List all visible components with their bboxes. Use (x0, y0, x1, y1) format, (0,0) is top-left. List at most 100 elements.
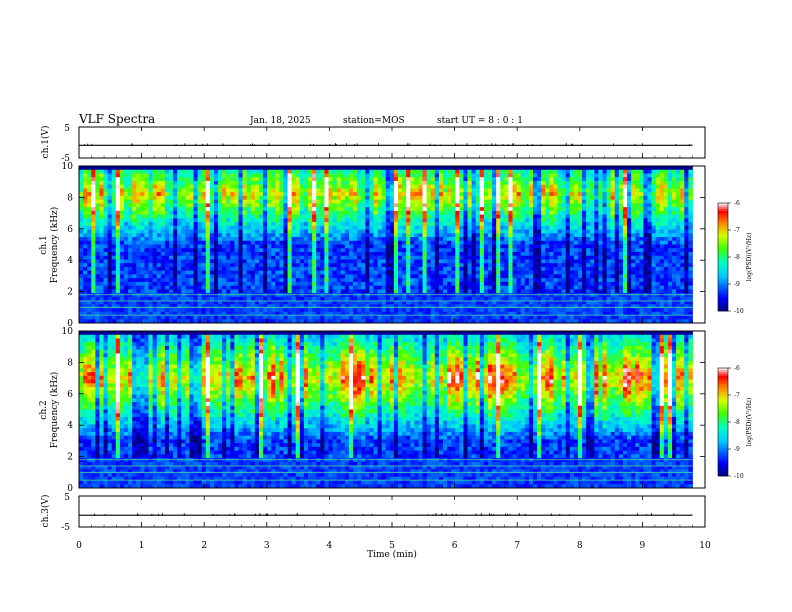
spectrogram-cell (299, 177, 305, 182)
spectrogram-cell (164, 166, 170, 171)
spectrogram-cell (132, 195, 137, 201)
spectrogram-cell (87, 177, 92, 182)
spectrogram-cell (316, 281, 321, 287)
spectrogram-cell (279, 237, 284, 242)
spectrogram-cell (320, 300, 325, 305)
spectrogram-cell (389, 289, 395, 294)
spectrogram-cell (230, 248, 235, 253)
spectrogram-cell (234, 281, 239, 287)
spectrogram-cell (303, 300, 309, 305)
spectrogram-cell (508, 266, 513, 272)
spectrogram-cell (132, 166, 137, 171)
spectrogram-cell (459, 233, 464, 238)
spectrogram-cell (234, 315, 239, 320)
spectrogram-cell (524, 315, 530, 320)
spectrogram-cell (152, 251, 158, 257)
spectrogram-cell (467, 184, 473, 189)
spectrogram-cell (406, 255, 411, 260)
spectrogram-cell (549, 237, 554, 242)
spectrogram-cell (201, 195, 207, 201)
spectrogram-cell (328, 300, 333, 305)
spectrogram-cell (132, 203, 137, 208)
spectrogram-cell (312, 184, 317, 189)
spectrogram-cell (242, 184, 248, 189)
spectrogram-cell (271, 278, 276, 283)
spectrogram-cell (168, 270, 174, 275)
spectrogram-cell (115, 281, 121, 287)
spectrogram-cell (156, 203, 162, 208)
spectrogram-cell (353, 289, 358, 294)
spectrogram-cell (479, 195, 485, 201)
spectrogram-cell (492, 173, 497, 178)
spectrogram-cell (164, 289, 170, 294)
spectrogram-cell (344, 289, 350, 294)
spectrogram-cell (463, 308, 468, 313)
spectrogram-cell (312, 225, 317, 230)
spectrogram-cell (524, 169, 530, 174)
spectrogram-cell (475, 266, 481, 272)
spectrogram-cell (541, 214, 546, 219)
spectrogram-cell (353, 266, 358, 272)
spectrogram-cell (422, 304, 428, 309)
spectrogram-cell (312, 180, 317, 186)
spectrogram-cell (279, 240, 284, 245)
spectrogram-cell (479, 289, 485, 294)
spectrogram-cell (340, 188, 346, 193)
spectrogram-cell (389, 255, 395, 260)
spectrogram-cell (213, 207, 219, 212)
spectrogram-cell (504, 237, 509, 242)
spectrogram-cell (459, 192, 464, 197)
spectrogram-cell (381, 289, 387, 294)
spectrogram-cell (230, 218, 235, 223)
spectrogram-cell (528, 244, 534, 249)
spectrogram-cell (303, 180, 309, 186)
spectrogram-cell (455, 300, 460, 305)
spectrogram-cell (83, 225, 88, 230)
spectrogram-cell (496, 173, 501, 178)
spectrogram-cell (275, 251, 280, 257)
spectrogram-cell (524, 214, 530, 219)
spectrogram-cell (545, 214, 550, 219)
spectrogram-cell (479, 285, 485, 290)
spectrogram-cell (173, 278, 178, 283)
spectrogram-cell (541, 218, 546, 223)
spectrogram-cell (107, 173, 113, 178)
spectrogram-cell (271, 237, 276, 242)
spectrogram-cell (348, 203, 354, 208)
spectrogram-cell (87, 296, 92, 301)
spectrogram-cell (532, 222, 538, 227)
spectrogram-cell (168, 289, 174, 294)
spectrogram-cell (123, 210, 129, 215)
spectrogram-cell (279, 195, 284, 201)
spectrogram-cell (316, 233, 321, 238)
spectrogram-cell (140, 240, 145, 245)
spectrogram-cell (271, 207, 276, 212)
spectrogram-cell (414, 214, 419, 219)
spectrogram-cell (148, 218, 154, 223)
spectrogram-cell (422, 263, 428, 268)
spectrogram-cell (99, 173, 104, 178)
spectrogram-cell (430, 192, 436, 197)
spectrogram-cell (369, 319, 374, 324)
spectrogram-cell (189, 244, 194, 249)
spectrogram-cell (475, 184, 481, 189)
spectrogram-cell (508, 180, 513, 186)
spectrogram-cell (103, 278, 109, 283)
spectrogram-cell (312, 259, 317, 264)
spectrogram-cell (414, 218, 419, 223)
spectrogram-cell (479, 229, 485, 234)
spectrogram-cell (479, 248, 485, 253)
spectrogram-cell (496, 195, 501, 201)
spectrogram-cell (324, 173, 329, 178)
spectrogram-cell (353, 222, 358, 227)
spectrogram-cell (263, 281, 268, 287)
spectrogram-cell (492, 263, 497, 268)
spectrogram-cell (271, 199, 276, 204)
spectrogram-cell (344, 180, 350, 186)
spectrogram-cell (234, 278, 239, 283)
spectrogram-cell (308, 192, 313, 197)
spectrogram-cell (438, 266, 444, 272)
spectrogram-cell (549, 304, 554, 309)
spectrogram-cell (234, 203, 239, 208)
spectrogram-cell (471, 293, 477, 298)
